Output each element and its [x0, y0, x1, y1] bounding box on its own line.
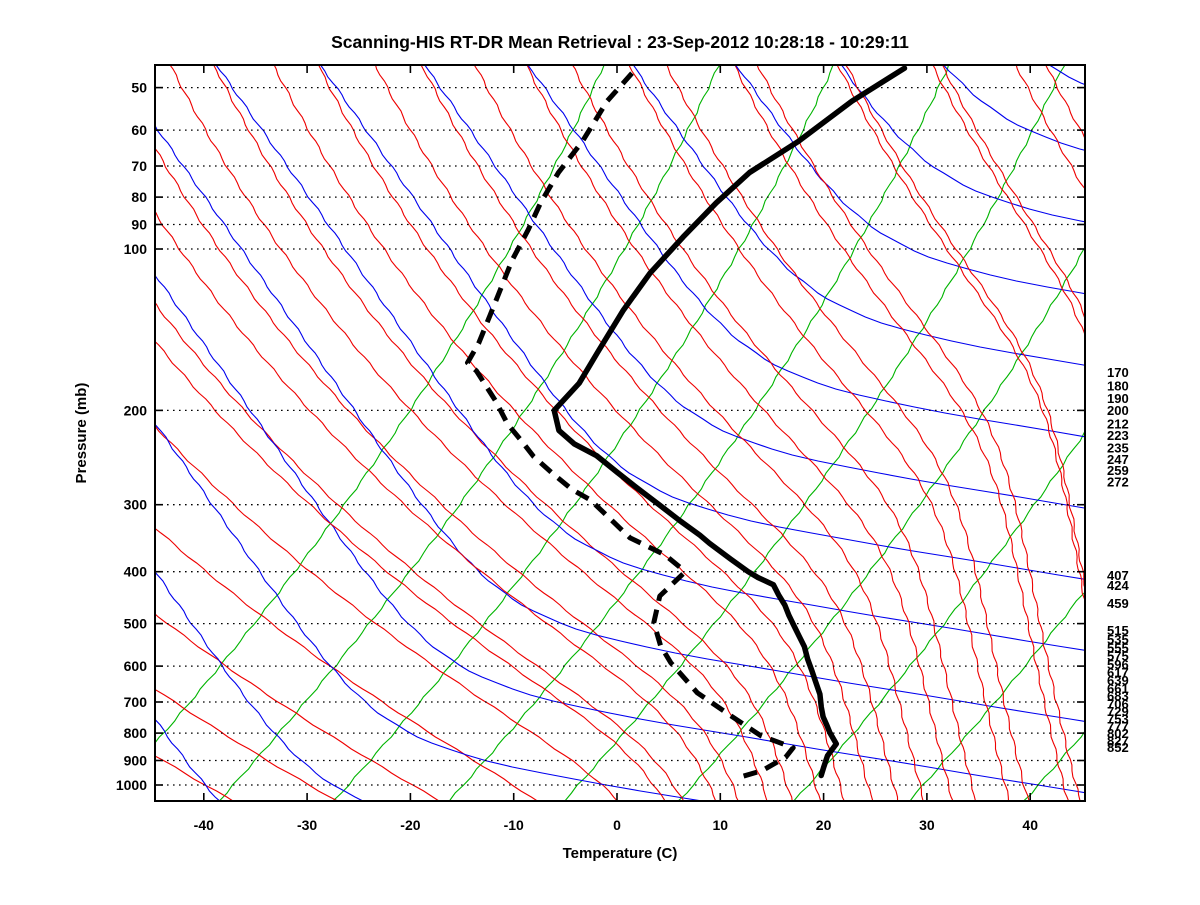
x-tick-label: 30 — [919, 817, 935, 833]
x-axis-label: Temperature (C) — [563, 845, 678, 862]
x-tick-label: -30 — [297, 817, 317, 833]
y-tick-label: 80 — [131, 189, 147, 205]
y-tick-label: 100 — [124, 241, 148, 257]
x-tick-label: 10 — [713, 817, 729, 833]
chart-title: Scanning-HIS RT-DR Mean Retrieval : 23-S… — [331, 32, 909, 52]
y-tick-label: 50 — [131, 80, 147, 96]
x-tick-label: 0 — [613, 817, 621, 833]
right-level-label: 852 — [1107, 740, 1129, 755]
y-tick-label: 300 — [124, 497, 148, 513]
x-tick-label: -10 — [504, 817, 524, 833]
right-level-label: 459 — [1107, 596, 1129, 611]
y-tick-label: 60 — [131, 122, 147, 138]
y-tick-label: 900 — [124, 752, 148, 768]
x-tick-label: 40 — [1022, 817, 1038, 833]
x-tick-label: -40 — [194, 817, 214, 833]
y-tick-label: 400 — [124, 564, 148, 580]
right-level-label: 272 — [1107, 474, 1129, 489]
y-axis-label: Pressure (mb) — [73, 383, 90, 484]
y-tick-label: 1000 — [116, 777, 147, 793]
y-tick-label: 90 — [131, 216, 147, 232]
y-tick-label: 700 — [124, 694, 148, 710]
y-tick-label: 600 — [124, 658, 148, 674]
y-tick-label: 800 — [124, 725, 148, 741]
right-level-label: 424 — [1107, 578, 1129, 593]
x-tick-label: 20 — [816, 817, 832, 833]
x-tick-label: -20 — [400, 817, 420, 833]
y-tick-label: 500 — [124, 616, 148, 632]
y-tick-label: 70 — [131, 158, 147, 174]
y-tick-label: 200 — [124, 402, 148, 418]
